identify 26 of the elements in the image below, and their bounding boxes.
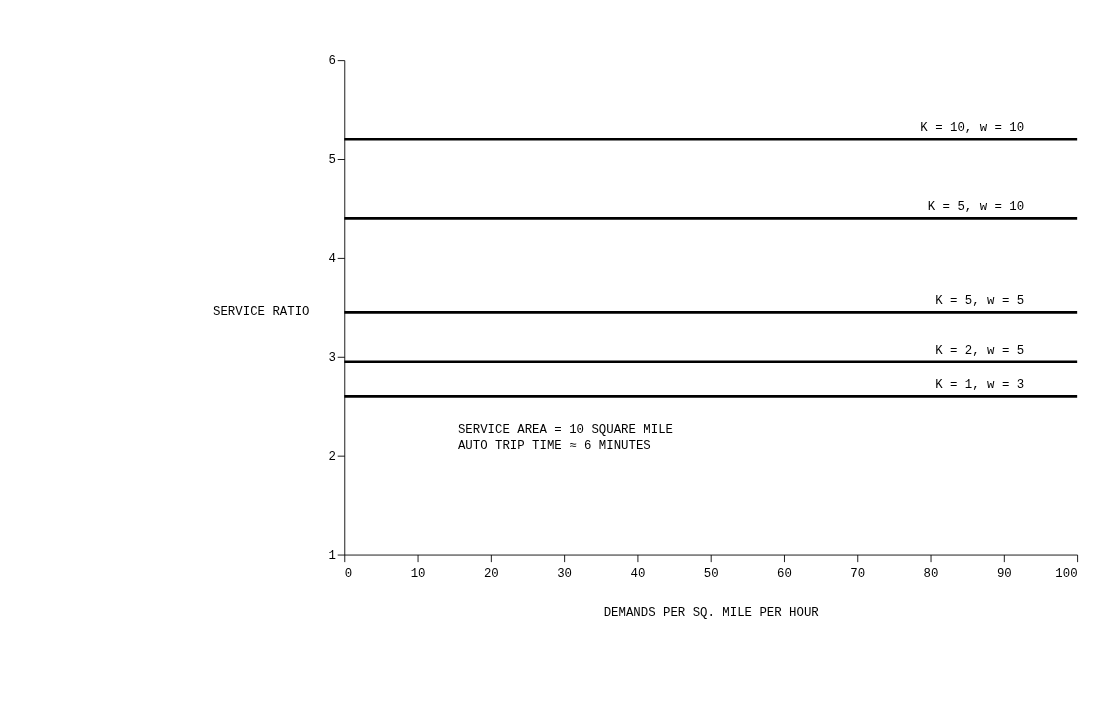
x-tick-label: 10 [410,567,426,582]
x-tick-label: 0 [344,567,353,582]
series-label: K = 10, w = 10 [920,121,1025,136]
y-tick-label: 5 [328,153,336,168]
x-tick-label: 20 [483,567,499,582]
y-tick-label: 6 [328,54,336,69]
series-label: K = 1, w = 3 [935,378,1025,393]
series-label: K = 5, w = 10 [927,200,1025,215]
x-axis-title: DEMANDS PER SQ. MILE PER HOUR [603,605,820,620]
annotation: SERVICE AREA = 10 SQUARE MILE [457,423,674,438]
x-tick-label: 90 [996,567,1012,582]
x-tick-label: 50 [703,567,719,582]
y-axis-title: SERVICE RATIO [213,305,310,320]
series-label: K = 2, w = 5 [935,343,1025,358]
x-tick-label: 100 [1055,567,1078,582]
x-tick-label: 70 [850,567,866,582]
y-tick-label: 4 [328,251,336,266]
x-tick-label: 80 [923,567,939,582]
y-tick-label: 3 [328,350,336,365]
x-tick-label: 30 [557,567,573,582]
x-tick-label: 60 [777,567,792,582]
annotation: AUTO TRIP TIME ≈ 6 MINUTES [457,439,651,454]
x-tick-label: 40 [630,567,646,582]
y-tick-label: 2 [328,449,336,464]
series-label: K = 5, w = 5 [935,294,1025,309]
y-tick-label: 1 [328,548,336,563]
